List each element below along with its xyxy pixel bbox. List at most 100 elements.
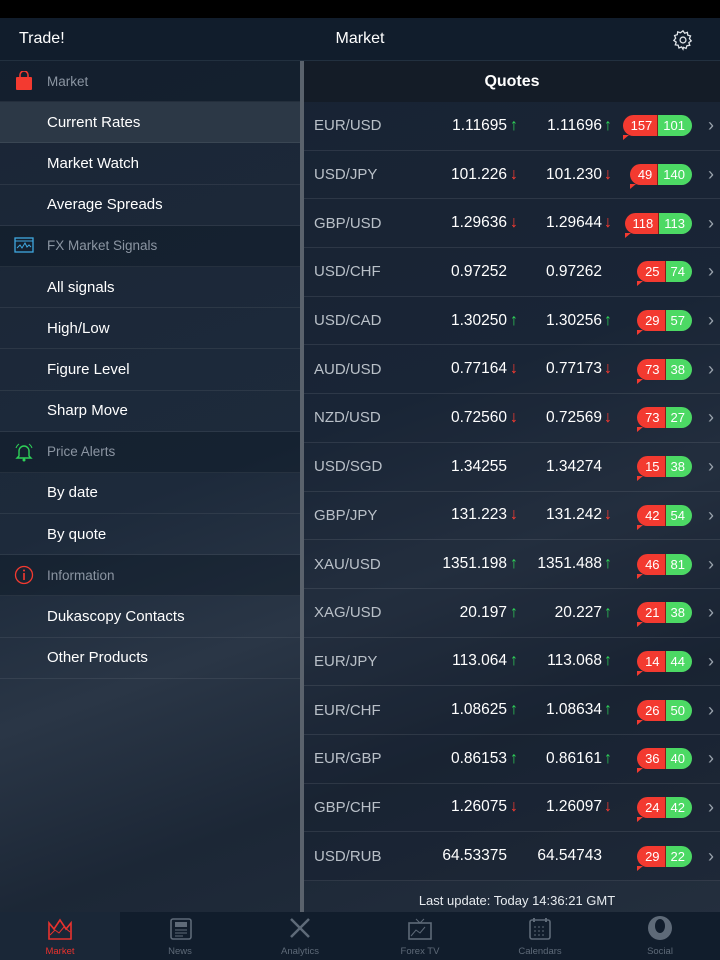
quote-row[interactable]: XAU/USD 1351.198 1351.488 ↑ ↑ 46 81 › [304,540,720,589]
sentiment-badge[interactable]: 14 44 [637,650,692,676]
arrow-down-icon: ↓ [510,214,518,232]
trade-button[interactable]: Trade! [19,30,65,47]
ask-price: 1.29644 [545,214,602,232]
tab-market[interactable]: Market [0,912,120,960]
chevron-right-icon[interactable]: › [708,796,714,817]
chevron-right-icon[interactable]: › [708,456,714,477]
sentiment-badge[interactable]: 118 113 [624,212,692,238]
arrow-up-icon: ↑ [604,603,612,621]
sidebar-item[interactable]: By date [0,473,300,515]
quote-row[interactable]: EUR/CHF 1.08625 1.08634 ↑ ↑ 26 50 › [304,686,720,735]
chevron-right-icon[interactable]: › [708,358,714,379]
chevron-right-icon[interactable]: › [708,553,714,574]
gear-icon[interactable] [672,29,694,51]
tab-news[interactable]: News [120,912,240,960]
market-icon [47,917,73,946]
quote-row[interactable]: AUD/USD 0.77164 0.77173 ↓ ↓ 73 38 › [304,345,720,395]
chevron-right-icon[interactable]: › [708,261,714,282]
sell-count: 14 [637,650,666,676]
chevron-right-icon[interactable]: › [708,212,714,233]
sentiment-badge[interactable]: 25 74 [637,261,692,287]
bid-price: 131.223 [450,506,507,524]
sidebar-item[interactable]: By quote [0,514,300,556]
tab-forex-tv[interactable]: Forex TV [360,912,480,960]
chevron-right-icon[interactable]: › [708,504,714,525]
sidebar-label: All signals [47,278,115,296]
buy-count: 81 [665,553,692,575]
buy-count: 40 [665,748,692,770]
sentiment-badge[interactable]: 36 40 [637,748,692,774]
buy-count: 38 [665,358,692,380]
bid-price: 1.26075 [450,798,507,816]
ask-price: 1.11696 [547,116,602,134]
tab-calendars[interactable]: Calendars [480,912,600,960]
sidebar-section-header: Market [0,61,300,103]
quote-row[interactable]: GBP/JPY 131.223 131.242 ↓ ↓ 42 54 › [304,491,720,541]
chevron-right-icon[interactable]: › [708,115,714,136]
arrow-down-icon: ↓ [604,360,612,378]
chevron-right-icon[interactable]: › [708,699,714,720]
quote-row[interactable]: USD/JPY 101.226 101.230 ↓ ↓ 49 140 › [304,150,720,200]
quote-row[interactable]: EUR/GBP 0.86153 0.86161 ↑ ↑ 36 40 › [304,734,720,784]
sentiment-badge[interactable]: 73 38 [637,358,692,384]
social-icon [647,915,673,946]
chevron-right-icon[interactable]: › [708,748,714,769]
sidebar-item[interactable]: Figure Level [0,349,300,391]
ask-price: 0.72569 [545,408,602,426]
sentiment-badge[interactable]: 26 50 [637,699,692,725]
quote-row[interactable]: EUR/JPY 113.064 113.068 ↑ ↑ 14 44 › [304,637,720,687]
quote-row[interactable]: NZD/USD 0.72560 0.72569 ↓ ↓ 73 27 › [304,394,720,443]
sidebar-item[interactable]: Sharp Move [0,391,300,432]
sidebar-item[interactable]: Other Products [0,638,300,679]
sentiment-badge[interactable]: 24 42 [637,796,692,822]
quote-row[interactable]: USD/CAD 1.30250 1.30256 ↑ ↑ 29 57 › [304,296,720,346]
calendars-icon [527,917,553,946]
quote-row[interactable]: USD/RUB 64.53375 64.54743 29 22 › [304,832,720,881]
quote-row[interactable]: GBP/CHF 1.26075 1.26097 ↓ ↓ 24 42 › [304,783,720,833]
chevron-right-icon[interactable]: › [708,650,714,671]
chevron-right-icon[interactable]: › [708,602,714,623]
sentiment-badge[interactable]: 21 38 [637,602,692,628]
bid-price: 1.11695 [452,116,507,134]
sidebar-item[interactable]: Average Spreads [0,185,300,226]
buy-count: 27 [665,407,692,429]
currency-pair: GBP/JPY [314,506,378,524]
sidebar-item[interactable]: All signals [0,267,300,309]
quote-row[interactable]: XAG/USD 20.197 20.227 ↑ ↑ 21 38 › [304,588,720,638]
sentiment-badge[interactable]: 157 101 [622,115,692,141]
buy-count: 50 [665,699,692,721]
arrow-up-icon: ↑ [510,652,518,670]
sidebar-item[interactable]: Dukascopy Contacts [0,596,300,638]
quotes-header: Quotes [304,61,720,102]
ask-price: 1.34274 [545,457,602,475]
tab-social[interactable]: Social [600,912,720,960]
quote-row[interactable]: GBP/USD 1.29636 1.29644 ↓ ↓ 118 113 › [304,199,720,249]
quote-row[interactable]: USD/CHF 0.97252 0.97262 25 74 › [304,248,720,297]
sentiment-badge[interactable]: 49 140 [629,164,692,190]
chevron-right-icon[interactable]: › [708,407,714,428]
quote-row[interactable]: EUR/USD 1.11695 1.11696 ↑ ↑ 157 101 › [304,102,720,151]
sidebar-item[interactable]: Market Watch [0,143,300,185]
chevron-right-icon[interactable]: › [708,845,714,866]
sentiment-badge[interactable]: 29 22 [637,845,692,871]
ask-price: 1.26097 [545,798,602,816]
split-divider[interactable] [300,61,304,912]
bid-price: 1.08625 [450,701,507,719]
sell-count: 26 [637,699,666,725]
sidebar-item[interactable]: Current Rates [0,102,300,144]
sentiment-badge[interactable]: 46 81 [637,553,692,579]
sentiment-badge[interactable]: 29 57 [637,310,692,336]
sidebar-label: Sharp Move [47,402,128,420]
arrow-down-icon: ↓ [604,506,612,524]
tab-analytics[interactable]: Analytics [240,912,360,960]
sidebar-item[interactable]: High/Low [0,308,300,350]
sentiment-badge[interactable]: 73 27 [637,407,692,433]
sentiment-badge[interactable]: 15 38 [637,456,692,482]
sentiment-badge[interactable]: 42 54 [637,504,692,530]
arrow-up-icon: ↑ [510,701,518,719]
chevron-right-icon[interactable]: › [708,310,714,331]
quote-row[interactable]: USD/SGD 1.34255 1.34274 15 38 › [304,442,720,492]
arrow-up-icon: ↑ [510,603,518,621]
sell-count: 21 [637,602,666,628]
chevron-right-icon[interactable]: › [708,164,714,185]
